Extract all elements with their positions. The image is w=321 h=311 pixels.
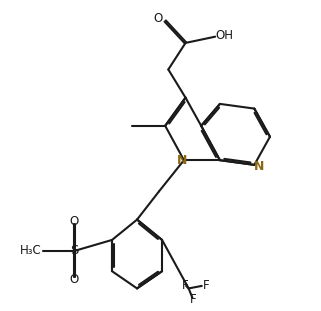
- Text: N: N: [177, 154, 187, 167]
- Text: N: N: [254, 160, 264, 173]
- Text: S: S: [70, 244, 79, 258]
- Text: H₃C: H₃C: [20, 244, 42, 258]
- Text: F: F: [203, 279, 209, 292]
- Text: F: F: [190, 293, 197, 306]
- Text: O: O: [154, 12, 163, 25]
- Text: F: F: [182, 279, 189, 292]
- Text: O: O: [70, 273, 79, 286]
- Text: O: O: [70, 215, 79, 228]
- Text: OH: OH: [215, 29, 233, 42]
